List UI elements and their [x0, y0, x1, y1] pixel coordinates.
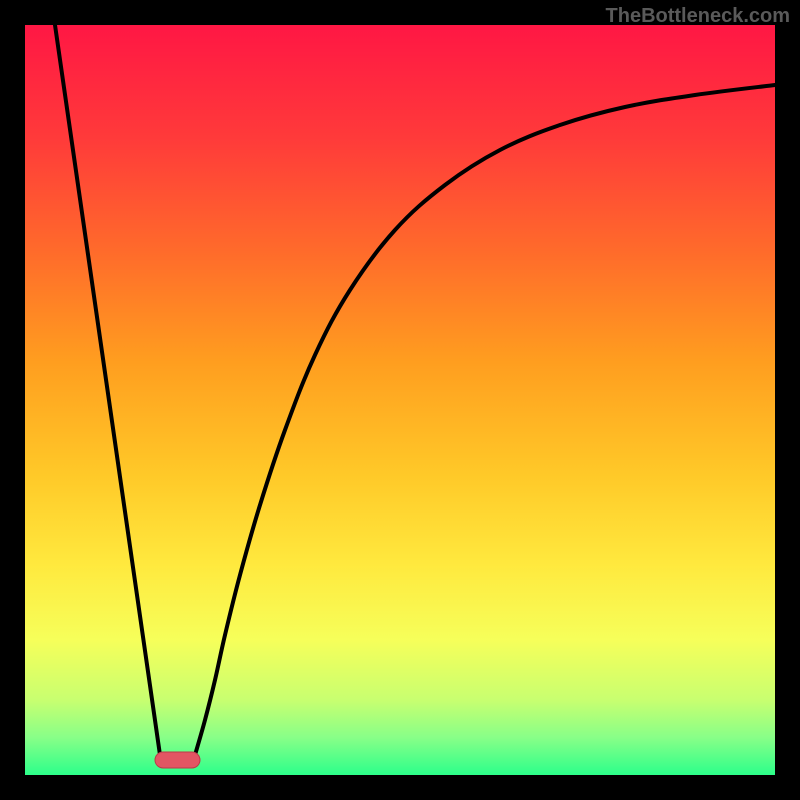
bottleneck-chart: TheBottleneck.com [0, 0, 800, 800]
plot-background [25, 25, 775, 775]
chart-svg [0, 0, 800, 800]
valley-marker [155, 752, 200, 768]
watermark-text: TheBottleneck.com [606, 5, 790, 28]
